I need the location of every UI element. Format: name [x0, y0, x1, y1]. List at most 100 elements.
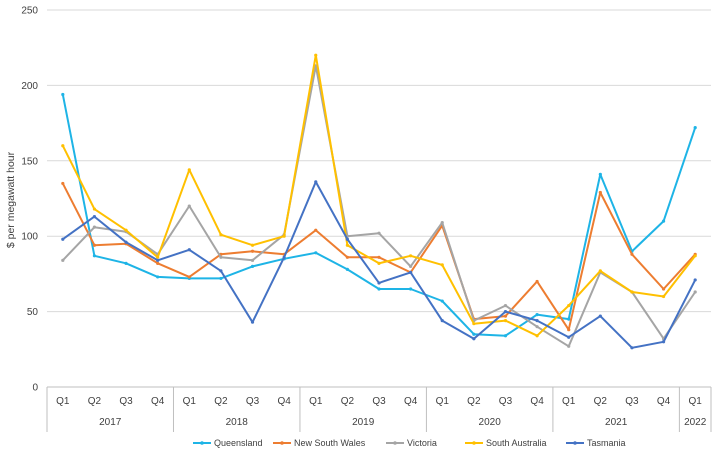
y-tick-label: 250 [21, 6, 38, 17]
x-tick-label: Q2 [594, 396, 608, 407]
data-point-queensland [92, 254, 97, 258]
x-tick-label: Q4 [277, 396, 291, 407]
legend-label: Victoria [407, 438, 437, 448]
legend-label: Tasmania [587, 438, 626, 448]
data-point-new-south-wales [61, 181, 65, 186]
data-point-tasmania [92, 214, 97, 219]
data-point-queensland [598, 172, 602, 176]
data-point-tasmania [282, 255, 286, 259]
data-point-queensland [61, 92, 65, 97]
data-point-south-australia [535, 334, 539, 338]
data-point-victoria [693, 290, 697, 294]
data-point-tasmania [61, 237, 65, 241]
data-point-queensland [661, 219, 666, 223]
data-point-tasmania [535, 319, 539, 323]
data-point-tasmania [156, 258, 160, 262]
data-point-south-australia [503, 319, 508, 323]
series-line-queensland [61, 93, 697, 337]
data-point-queensland [503, 334, 508, 338]
data-point-new-south-wales [630, 252, 634, 256]
data-point-south-australia [219, 233, 223, 237]
data-point-tasmania [630, 346, 634, 350]
y-tick-label: 50 [27, 307, 39, 318]
data-point-south-australia [598, 269, 602, 273]
year-label: 2021 [605, 417, 628, 428]
x-tick-label: Q4 [657, 396, 671, 407]
data-point-queensland [250, 264, 255, 268]
data-point-victoria [92, 225, 97, 229]
legend-label: South Australia [486, 438, 547, 448]
data-point-south-australia [409, 254, 413, 258]
data-point-tasmania [124, 240, 128, 244]
x-tick-label: Q2 [467, 396, 481, 407]
data-point-new-south-wales [567, 328, 571, 332]
data-point-tasmania [567, 335, 571, 339]
data-point-queensland [345, 267, 349, 271]
year-label: 2019 [352, 417, 375, 428]
x-tick-label: Q1 [689, 396, 703, 407]
data-point-south-australia [61, 144, 65, 148]
data-point-victoria [250, 258, 255, 262]
data-point-new-south-wales [156, 261, 160, 265]
data-point-south-australia [156, 255, 160, 259]
year-label: 2018 [226, 417, 249, 428]
legend-marker [280, 441, 284, 445]
year-label: 2017 [99, 417, 122, 428]
data-point-victoria [535, 325, 539, 329]
x-tick-label: Q3 [499, 396, 513, 407]
data-point-tasmania [345, 237, 349, 241]
x-tick-label: Q4 [151, 396, 165, 407]
y-tick-label: 200 [21, 81, 38, 92]
data-point-new-south-wales [503, 314, 508, 318]
data-point-south-australia [92, 207, 97, 211]
data-point-tasmania [377, 281, 381, 285]
x-tick-label: Q3 [372, 396, 386, 407]
data-point-tasmania [250, 320, 255, 324]
data-point-tasmania [472, 337, 476, 341]
data-point-queensland [156, 275, 160, 279]
data-point-south-australia [314, 53, 318, 57]
year-label: 2020 [479, 417, 502, 428]
data-point-new-south-wales [377, 255, 381, 259]
data-point-victoria [440, 221, 444, 225]
data-point-new-south-wales [250, 249, 255, 253]
x-tick-label: Q1 [309, 396, 323, 407]
data-point-tasmania [661, 340, 666, 344]
x-tick-label: Q1 [56, 396, 70, 407]
gridlines [47, 9, 711, 313]
data-point-south-australia [282, 234, 286, 238]
x-tick-label: Q3 [246, 396, 260, 407]
data-point-queensland [314, 251, 318, 255]
data-point-queensland [693, 126, 697, 130]
data-point-south-australia [472, 322, 476, 326]
y-tick-label: 150 [21, 156, 38, 167]
data-point-new-south-wales [345, 255, 349, 259]
data-point-tasmania [598, 314, 602, 318]
year-label: 2022 [684, 417, 707, 428]
data-point-victoria [409, 264, 413, 268]
x-tick-label: Q4 [404, 396, 418, 407]
legend: Queensland New South Wales Victoria South A… [193, 438, 626, 448]
data-point-tasmania [314, 180, 318, 184]
x-tick-label: Q2 [214, 396, 228, 407]
y-tick-label: 100 [21, 232, 38, 243]
data-point-victoria [377, 231, 381, 235]
y-axis-ticks: 0 50 100 150 200 250 [21, 6, 38, 394]
x-tick-label: Q1 [562, 396, 576, 407]
data-point-queensland [567, 317, 571, 321]
x-axis: Q1 Q2 Q3 Q4 Q1 Q2 Q3 Q4 Q1 Q2 Q3 Q4 Q1 Q2 Q3 Q4 Q1 Q2 Q3 Q4… [46, 386, 712, 432]
x-tick-label: Q2 [341, 396, 355, 407]
data-point-queensland [440, 299, 444, 303]
data-point-tasmania [693, 278, 697, 282]
data-point-new-south-wales [314, 228, 318, 232]
data-point-victoria [567, 344, 571, 348]
data-point-tasmania [503, 310, 508, 314]
x-tick-label: Q3 [625, 396, 639, 407]
data-point-south-australia [124, 228, 128, 232]
legend-marker [472, 441, 476, 445]
data-point-victoria [219, 255, 223, 259]
data-point-queensland [409, 287, 413, 291]
data-point-south-australia [345, 243, 349, 247]
data-point-queensland [219, 276, 223, 281]
